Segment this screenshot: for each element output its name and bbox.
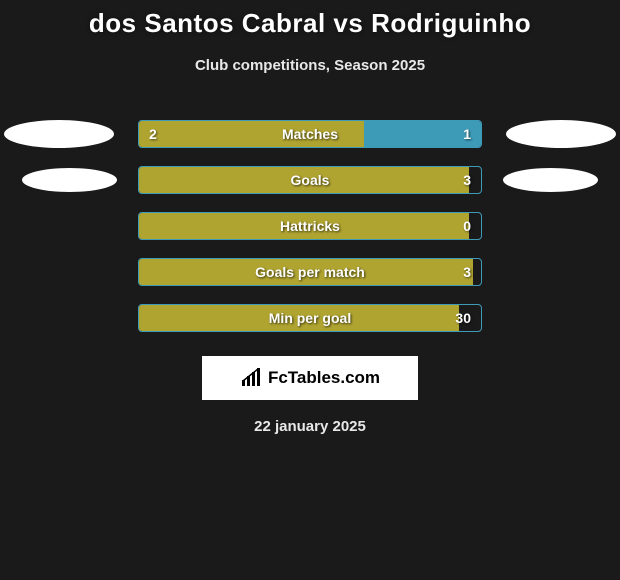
stat-bar: 21Matches: [138, 120, 482, 148]
stat-right-value: 3: [463, 167, 471, 193]
stat-row: 30Min per goal: [0, 292, 620, 338]
comparison-widget: dos Santos Cabral vs Rodriguinho Club co…: [0, 0, 620, 435]
team-right-badge: [503, 168, 598, 192]
subtitle: Club competitions, Season 2025: [0, 57, 620, 74]
stat-bar-left-fill: [139, 259, 473, 285]
stat-right-value: 30: [455, 305, 471, 331]
page-title: dos Santos Cabral vs Rodriguinho: [0, 8, 620, 39]
team-left-badge: [22, 168, 117, 192]
stat-bar: 0Hattricks: [138, 212, 482, 240]
stat-row: 21Matches: [0, 108, 620, 154]
stat-bar-left-fill: [139, 167, 469, 193]
date-line: 22 january 2025: [0, 418, 620, 435]
stat-rows: 21Matches3Goals0Hattricks3Goals per matc…: [0, 108, 620, 338]
stat-right-value: 3: [463, 259, 471, 285]
team-right-badge: [506, 120, 616, 148]
chart-icon: [240, 368, 264, 388]
brand-box[interactable]: FcTables.com: [202, 356, 418, 400]
stat-row: 0Hattricks: [0, 200, 620, 246]
stat-row: 3Goals: [0, 154, 620, 200]
team-left-badge: [4, 120, 114, 148]
stat-bar: 30Min per goal: [138, 304, 482, 332]
stat-bar: 3Goals: [138, 166, 482, 194]
stat-bar-left-fill: [139, 121, 366, 147]
stat-bar-left-fill: [139, 213, 469, 239]
stat-bar-left-fill: [139, 305, 459, 331]
stat-left-value: 2: [149, 121, 157, 147]
stat-bar: 3Goals per match: [138, 258, 482, 286]
stat-right-value: 0: [463, 213, 471, 239]
stat-row: 3Goals per match: [0, 246, 620, 292]
stat-right-value: 1: [463, 121, 471, 147]
brand-text: FcTables.com: [268, 368, 380, 388]
